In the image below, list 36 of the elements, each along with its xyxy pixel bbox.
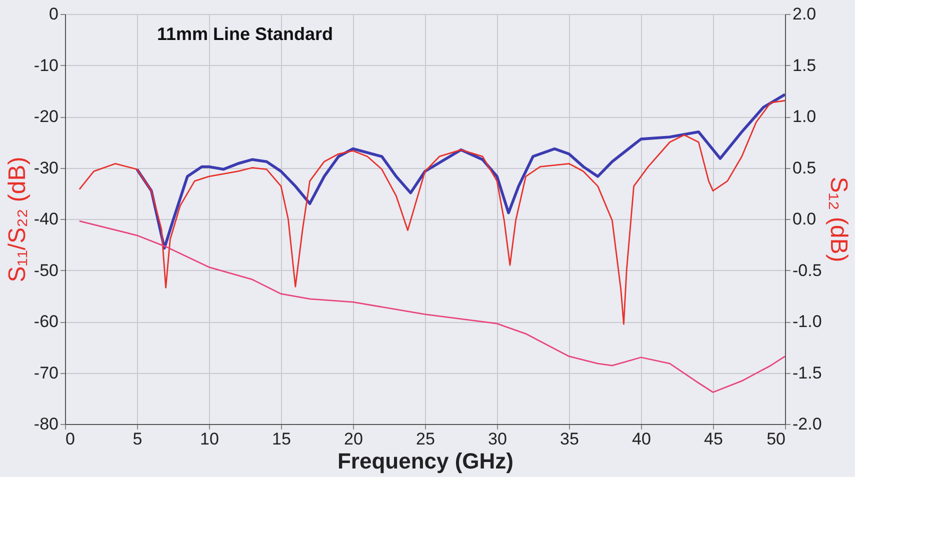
- y2-tick-label: -1.0: [792, 312, 822, 331]
- y2-tick-label: -0.5: [792, 260, 822, 280]
- y-tick-label: -50: [34, 260, 58, 280]
- y2-tick-label: 0.0: [792, 210, 816, 228]
- y2-tick-label: 0.5: [792, 158, 816, 178]
- y-tick-label: 0: [49, 4, 58, 24]
- x-tick-label: 45: [704, 430, 723, 448]
- y2-axis-title: S₁₂ (dB): [824, 176, 852, 262]
- y-tick-label: -60: [34, 312, 58, 331]
- y-tick-label: -30: [34, 158, 58, 178]
- x-tick-label: 20: [344, 430, 363, 448]
- y2-tick-label: 1.0: [792, 107, 816, 126]
- x-tick-label: 50: [766, 430, 786, 448]
- line-series: [78, 220, 785, 393]
- y-tick-label: -20: [34, 107, 58, 126]
- x-tick-label: 40: [632, 430, 651, 448]
- x-tick-label: 15: [272, 430, 291, 448]
- y-tick-label: -80: [34, 414, 58, 434]
- line-series: [78, 100, 785, 325]
- y-tick-label: -40: [34, 210, 58, 228]
- text: 11mm Line Standard: [156, 24, 334, 44]
- line-series: [136, 93, 785, 250]
- y-tick-label: -70: [34, 363, 58, 382]
- x-tick-label: 0: [66, 430, 75, 448]
- y2-tick-label: -2.0: [792, 414, 822, 434]
- y-axis-title: S₁₁/S₂₂ (dB): [4, 156, 31, 282]
- x-tick-label: 10: [200, 430, 219, 448]
- x-tick-label: 35: [560, 430, 579, 448]
- y-tick-label: -10: [34, 56, 58, 75]
- x-tick-label: 25: [416, 430, 435, 448]
- x-tick-label: 30: [488, 430, 507, 448]
- x-axis-title: Frequency (GHz): [337, 448, 514, 474]
- x-tick-label: 5: [132, 430, 142, 448]
- y2-tick-label: 2.0: [792, 4, 816, 24]
- y2-tick-label: -1.5: [792, 363, 822, 382]
- y2-tick-label: 1.5: [792, 56, 816, 75]
